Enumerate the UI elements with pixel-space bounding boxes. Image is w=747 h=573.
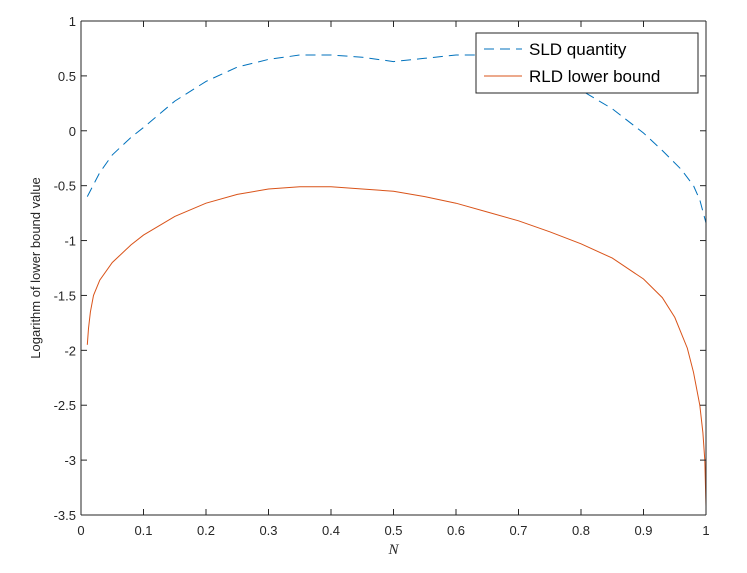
x-tick-label: 1 [702,523,709,538]
y-tick-label: -1 [64,234,76,249]
ticks-layer: 0 0.1 0.2 0.3 0.4 0.5 0.6 0.7 0.8 0.9 1 -3.5 -3 -2.5 -… [54,14,710,538]
series-layer [86,54,707,507]
x-tick-label: 0.6 [447,523,465,538]
y-tick-label: -0.5 [54,179,76,194]
series-line-sld-quantity [86,54,707,224]
x-tick-label: 0.5 [384,523,402,538]
x-tick-label: 0.8 [572,523,590,538]
legend-box [475,32,699,94]
x-axis-label: N [387,542,399,558]
x-tick-label: 0.3 [259,523,277,538]
y-tick-label: 0.5 [58,69,76,84]
y-tick-label: 1 [69,14,76,29]
y-axis-label: Logarithm of lower bound value [28,177,43,358]
x-tick-label: 0.9 [634,523,652,538]
x-tick-label: 0 [77,523,84,538]
legend-label-rld-lower-bound: RLD lower bound [529,67,660,86]
x-tick-label: 0.7 [509,523,527,538]
y-tick-label: -1.5 [54,288,76,303]
y-tick-label: -3 [64,453,76,468]
y-tick-label: -2.5 [54,398,76,413]
x-tick-label: 0.2 [197,523,215,538]
y-tick-label: -2 [64,343,76,358]
legend: SLD quantity RLD lower bound [475,32,699,94]
y-tick-label: 0 [69,124,76,139]
plot-area [81,21,706,515]
x-tick-label: 0.4 [322,523,340,538]
x-tick-label: 0.1 [134,523,152,538]
legend-label-sld-quantity: SLD quantity [529,40,627,59]
series-line-rld-lower-bound [86,186,707,507]
y-tick-label: -3.5 [54,508,76,523]
